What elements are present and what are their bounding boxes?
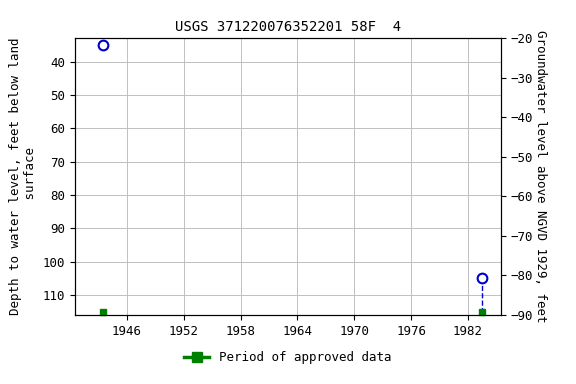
Title: USGS 371220076352201 58F  4: USGS 371220076352201 58F 4	[175, 20, 401, 35]
Legend: Period of approved data: Period of approved data	[179, 346, 397, 369]
Y-axis label: Groundwater level above NGVD 1929, feet: Groundwater level above NGVD 1929, feet	[534, 30, 547, 323]
Y-axis label: Depth to water level, feet below land
 surface: Depth to water level, feet below land su…	[9, 38, 37, 315]
